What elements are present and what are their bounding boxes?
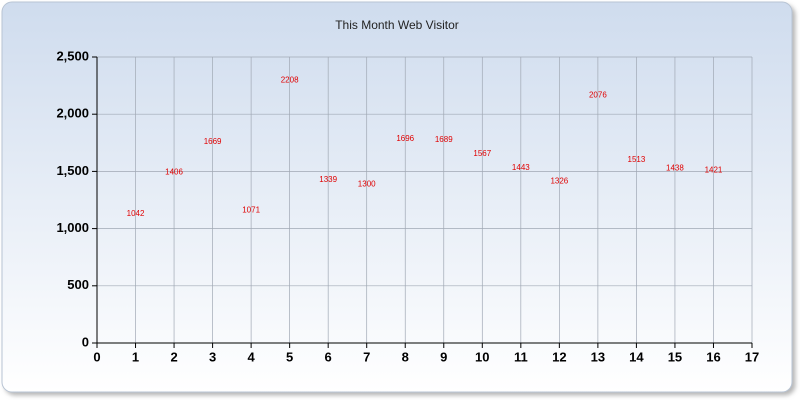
data-label: 1421 <box>705 166 723 175</box>
chart-title: This Month Web Visitor <box>335 18 459 32</box>
y-tick-label: 2,000 <box>56 106 89 121</box>
x-tick-label: 16 <box>706 349 720 364</box>
data-label: 2208 <box>281 76 299 85</box>
x-tick-label: 6 <box>325 349 332 364</box>
y-tick-label: 1,000 <box>56 220 89 235</box>
data-label: 1567 <box>473 149 491 158</box>
x-tick-label: 5 <box>286 349 293 364</box>
data-label: 1438 <box>666 164 684 173</box>
y-tick-label: 2,500 <box>56 48 89 63</box>
x-tick-label: 12 <box>552 349 566 364</box>
x-tick-label: 17 <box>745 349 759 364</box>
x-tick-label: 3 <box>209 349 216 364</box>
data-label: 1339 <box>319 175 337 184</box>
data-label: 1443 <box>512 163 530 172</box>
x-tick-label: 8 <box>402 349 409 364</box>
data-label: 1042 <box>127 209 145 218</box>
data-label: 2076 <box>589 91 607 100</box>
x-tick-label: 10 <box>475 349 489 364</box>
x-tick-label: 11 <box>514 349 528 364</box>
data-label: 1669 <box>204 137 222 146</box>
data-label: 1326 <box>550 176 568 185</box>
x-tick-label: 0 <box>93 349 100 364</box>
x-tick-label: 15 <box>668 349 682 364</box>
data-label: 1513 <box>628 155 646 164</box>
x-tick-label: 4 <box>248 349 256 364</box>
x-tick-label: 9 <box>440 349 447 364</box>
data-label: 1406 <box>165 167 183 176</box>
x-tick-label: 7 <box>363 349 370 364</box>
y-tick-label: 0 <box>82 334 89 349</box>
x-tick-label: 13 <box>591 349 605 364</box>
x-tick-label: 1 <box>132 349 139 364</box>
data-label: 1071 <box>242 206 260 215</box>
x-tick-label: 2 <box>170 349 177 364</box>
panel <box>1 1 793 393</box>
data-label: 1696 <box>396 134 414 143</box>
y-tick-label: 500 <box>67 277 89 292</box>
data-label: 1300 <box>358 179 376 188</box>
data-label: 1689 <box>435 135 453 144</box>
y-tick-label: 1,500 <box>56 163 89 178</box>
x-tick-label: 14 <box>629 349 644 364</box>
